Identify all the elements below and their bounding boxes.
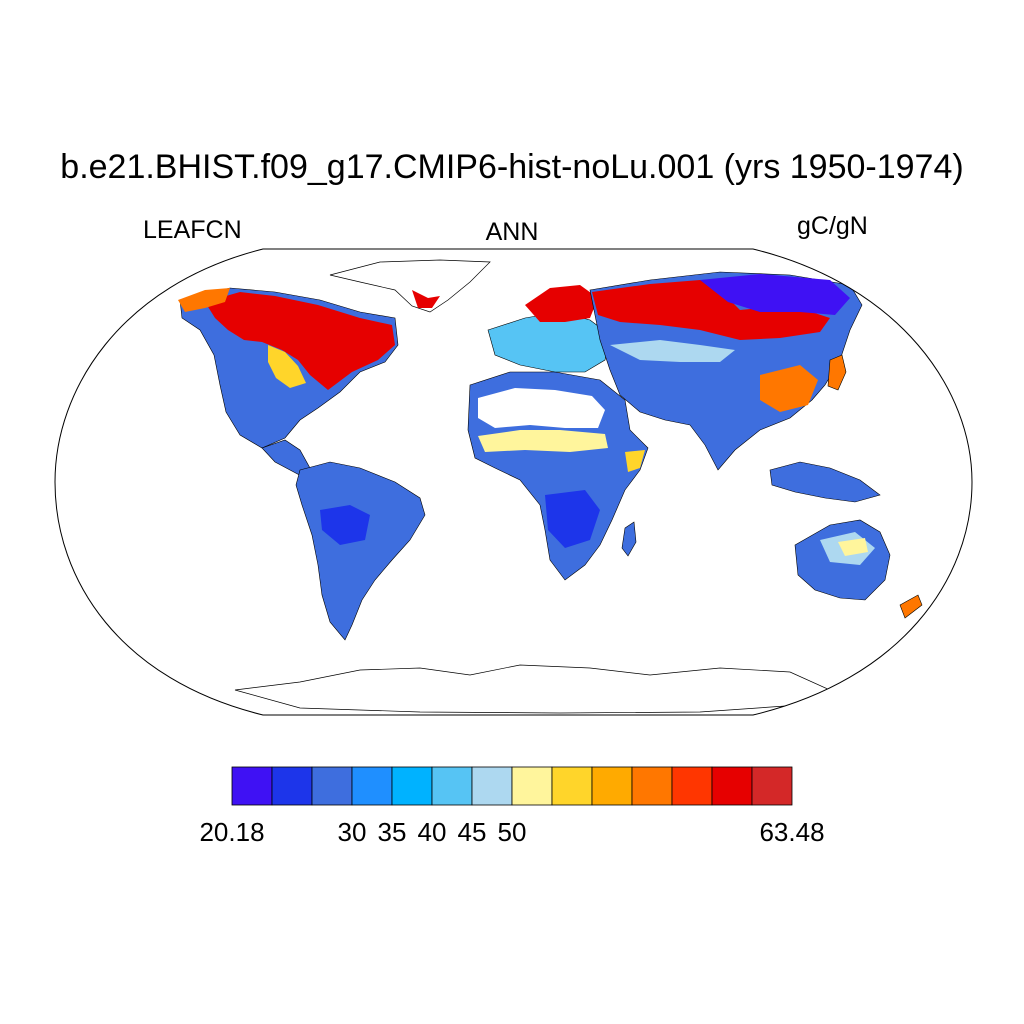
colorbar-swatch	[551, 766, 593, 806]
colorbar-swatch	[671, 766, 713, 806]
colorbar-swatch	[591, 766, 633, 806]
colorbar-swatch	[311, 766, 353, 806]
region-new-zealand	[899, 594, 923, 619]
colorbar-tick-label: 40	[417, 817, 447, 847]
colorbar-tick-label: 20.18	[199, 817, 265, 847]
region-greenland-coast	[412, 290, 440, 308]
region-scandinavia	[525, 285, 598, 322]
region-siberia-dark	[700, 274, 850, 315]
region-greenland	[329, 259, 491, 313]
colorbar-tick-label: 35	[377, 817, 407, 847]
region-south-america	[295, 461, 426, 641]
colorbar-swatch	[391, 766, 433, 806]
colorbar-swatch	[631, 766, 673, 806]
region-sahara-nodata	[478, 388, 605, 428]
region-congo-dark	[545, 490, 600, 548]
colorbar-swatch	[351, 766, 393, 806]
region-alaska	[178, 288, 230, 312]
region-siberia-red	[592, 280, 830, 340]
colorbar-swatch	[271, 766, 313, 806]
region-madagascar	[621, 521, 637, 557]
region-canada-boreal	[205, 292, 395, 390]
region-horn-yellow	[625, 450, 645, 472]
region-sea-islands	[769, 461, 881, 503]
main-title: b.e21.BHIST.f09_g17.CMIP6-hist-noLu.001 …	[60, 148, 964, 186]
region-central-asia-light	[610, 340, 735, 362]
variable-label: LEAFCN	[143, 216, 242, 244]
region-japan	[827, 354, 847, 391]
map-boundary	[54, 248, 973, 716]
units-label: gC/gN	[797, 212, 868, 240]
colorbar-tick-label: 30	[337, 817, 367, 847]
colorbar-swatch	[471, 766, 513, 806]
region-australia-yellow	[838, 538, 868, 556]
colorbar-swatch	[511, 766, 553, 806]
colorbar-tick-label: 50	[497, 817, 527, 847]
colorbar-tick-label: 45	[457, 817, 487, 847]
region-china-orange	[760, 365, 818, 412]
region-sahel-yellow	[478, 430, 608, 452]
region-antarctica	[234, 664, 831, 714]
colorbar-tick-label: 63.48	[759, 817, 825, 847]
region-amazon-dark	[320, 505, 370, 545]
colorbar-swatch	[231, 766, 273, 806]
region-canada-yellow	[268, 345, 306, 388]
colorbar-swatch	[751, 766, 793, 806]
colorbar-swatch	[431, 766, 473, 806]
colorbar-swatch	[711, 766, 753, 806]
season-label: ANN	[485, 218, 539, 246]
